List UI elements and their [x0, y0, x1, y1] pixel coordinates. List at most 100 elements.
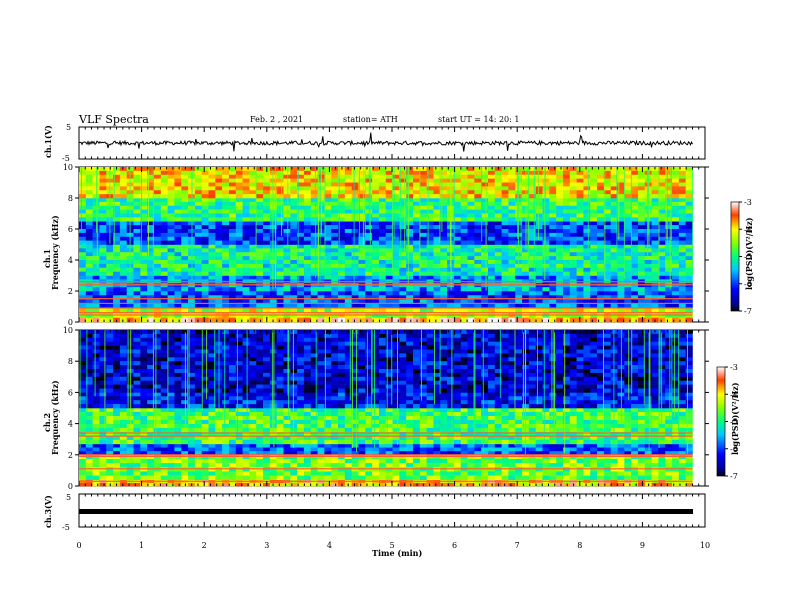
spectrogram-cell	[549, 482, 557, 487]
spectrogram-cell	[99, 267, 107, 272]
spectrogram-cell	[576, 287, 584, 292]
spectrogram-cell	[113, 454, 121, 460]
spectrogram-cell	[515, 308, 523, 313]
spectrogram-cell	[678, 308, 686, 313]
spectrogram-cell	[474, 271, 482, 276]
spectrogram-cell	[365, 232, 373, 238]
spectrogram-cell	[392, 263, 400, 269]
spectrogram-cell	[467, 256, 475, 261]
spectrogram-cell	[617, 174, 625, 179]
spectrogram-cell	[678, 287, 686, 292]
spectrogram-cell	[583, 190, 591, 195]
spectrogram-cell	[303, 317, 312, 323]
spectrogram-cell	[576, 267, 584, 272]
spectrogram-cell	[358, 256, 366, 261]
spectrogram-cell	[447, 454, 455, 460]
spectrogram-cell	[249, 275, 257, 280]
spectrogram-cell	[201, 217, 209, 222]
spectrogram-cell	[487, 201, 496, 207]
spectrogram-cell	[419, 213, 427, 218]
spectrogram-cell	[610, 463, 618, 468]
spectrogram-cell	[133, 415, 141, 421]
spectrogram-cell	[487, 209, 496, 214]
spectrogram-cell	[113, 423, 121, 429]
spectrogram-cell	[556, 299, 564, 305]
spectrogram-cell	[378, 217, 387, 222]
spectrogram-cell	[331, 174, 339, 179]
spectrogram-cell	[99, 317, 107, 323]
spectrogram-cell	[542, 275, 550, 280]
spectrogram-cell	[208, 447, 216, 452]
spectrogram-cell	[597, 201, 605, 207]
spectrogram-cell	[249, 463, 257, 468]
spectrogram-cell	[501, 182, 509, 187]
spectrogram-line	[79, 307, 693, 309]
spectrogram-cell	[665, 232, 673, 238]
spectrogram-cell	[460, 463, 468, 468]
spectrogram-cell	[467, 198, 475, 203]
spectrogram-cell	[535, 291, 543, 296]
spectrogram-cell	[385, 170, 393, 176]
spectrogram-cell	[181, 303, 189, 309]
spectrogram-cell	[378, 317, 387, 323]
spectrogram-cell	[481, 454, 489, 460]
spectrogram-cell	[631, 167, 639, 172]
spectrogram-cell	[324, 178, 332, 183]
spectrogram-cell	[344, 291, 352, 296]
spectrogram-cell	[460, 303, 468, 309]
spectrogram-cell	[194, 451, 202, 456]
spectrogram-cell	[249, 415, 257, 421]
spectrogram-cell	[194, 201, 202, 207]
spectrogram-cell	[85, 451, 93, 456]
spectrogram-cell	[276, 419, 284, 425]
spectrogram-cell	[324, 186, 332, 191]
spectrogram-cell	[631, 260, 639, 265]
spectrogram-cell	[79, 317, 87, 323]
spectrogram-cell	[494, 190, 502, 195]
spectrogram-cell	[194, 287, 202, 292]
colorbar-tick-label: -3	[744, 198, 752, 207]
spectrogram-streak	[393, 167, 395, 239]
spectrogram-streak	[658, 167, 660, 290]
spectrogram-cell	[79, 260, 87, 265]
spectrogram-cell	[494, 267, 502, 272]
spectrogram-cell	[208, 451, 216, 456]
spectrogram-cell	[453, 186, 462, 191]
spectrogram-cell	[106, 263, 114, 269]
spectrogram-cell	[208, 174, 216, 179]
spectrogram-cell	[228, 209, 237, 214]
spectrogram-cell	[276, 167, 284, 172]
spectrogram-cell	[106, 260, 114, 265]
spectrogram-cell	[263, 205, 271, 210]
spectrogram-cell	[685, 408, 693, 413]
spectrogram-cell	[126, 308, 134, 313]
spectrogram-cell	[467, 458, 475, 464]
spectrogram-cell	[85, 240, 93, 245]
spectrogram-cell	[542, 182, 550, 187]
spectrogram-cell	[467, 194, 475, 199]
spectrogram-cell	[147, 194, 155, 199]
spectrogram-cell	[535, 260, 543, 265]
spectrogram-cell	[263, 458, 271, 464]
spectrogram-cell	[501, 174, 509, 179]
spectrogram-cell	[174, 170, 182, 176]
spectrogram-cell	[392, 209, 400, 214]
spectrogram-cell	[406, 275, 414, 280]
spectrogram-cell	[160, 447, 168, 452]
spectrogram-cell	[194, 263, 202, 269]
spectrogram-cell	[685, 244, 693, 249]
spectrogram-cell	[372, 232, 380, 238]
spectrogram-cell	[658, 182, 666, 187]
spectrogram-cell	[501, 178, 509, 183]
spectrogram-cell	[242, 201, 250, 207]
spectrogram-cell	[119, 411, 128, 417]
spectrogram-cell	[167, 201, 175, 207]
spectrogram-cell	[92, 263, 100, 269]
spectrogram-cell	[188, 291, 196, 296]
spectrogram-cell	[358, 471, 366, 476]
spectrogram-cell	[167, 454, 175, 460]
spectrogram-cell	[583, 287, 591, 292]
spectrogram-cell	[651, 221, 659, 226]
spectrogram-cell	[85, 419, 93, 425]
spectrogram-cell	[324, 408, 332, 413]
